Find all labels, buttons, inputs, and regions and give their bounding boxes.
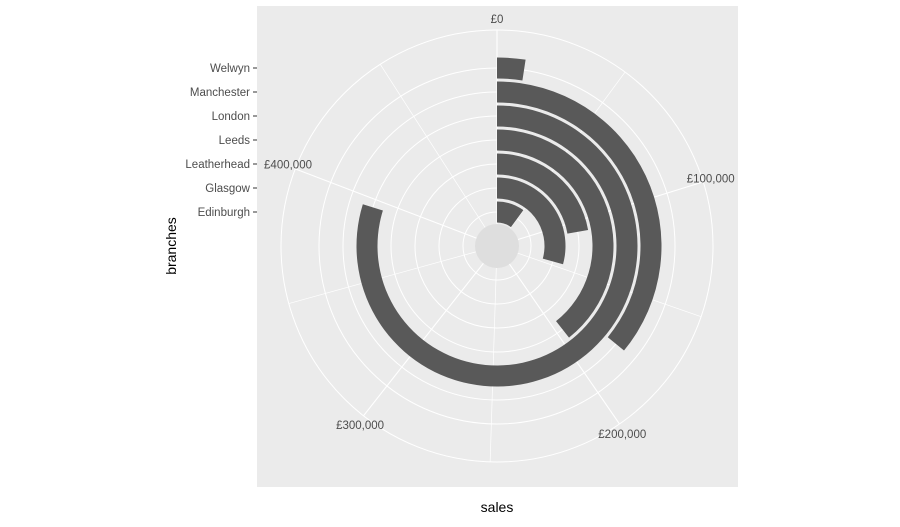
bar-edinburgh xyxy=(497,201,524,228)
bar-layer xyxy=(356,57,662,387)
bar-leatherhead xyxy=(497,153,589,234)
grid-spoke-major xyxy=(363,262,484,417)
y-tick-label: Leeds xyxy=(219,135,251,147)
y-tick-label: Manchester xyxy=(190,87,250,99)
y-tick-label: Edinburgh xyxy=(198,207,250,219)
y-tick-label: Welwyn xyxy=(210,63,250,75)
theta-tick-label: £300,000 xyxy=(336,420,384,432)
grid-spoke-minor xyxy=(379,64,486,228)
theta-tick-label: £400,000 xyxy=(264,160,312,172)
theta-tick-label: £100,000 xyxy=(687,173,735,185)
bar-welwyn xyxy=(497,57,526,81)
grid-spoke-minor xyxy=(288,251,476,304)
tick-layer: Edinburgh Glasgow Leatherhead Leeds London Ma… xyxy=(185,14,734,441)
grid-spoke-minor xyxy=(489,267,497,462)
bar-leeds xyxy=(497,129,614,338)
grid-spoke-minor xyxy=(517,252,702,317)
x-axis-title: sales xyxy=(481,499,514,515)
grid-spoke-major xyxy=(295,168,477,239)
y-tick-label: London xyxy=(212,111,250,123)
bar-glasgow xyxy=(497,177,566,265)
center-hole xyxy=(475,224,519,268)
grid-spoke-major xyxy=(509,263,620,425)
theta-tick-label: £200,000 xyxy=(598,429,646,441)
y-tick-label: Glasgow xyxy=(205,183,250,195)
bar-manchester xyxy=(497,81,662,351)
y-axis-title: branches xyxy=(163,217,179,275)
theta-tick-label: £0 xyxy=(491,14,504,26)
y-tick-label: Leatherhead xyxy=(185,159,250,171)
